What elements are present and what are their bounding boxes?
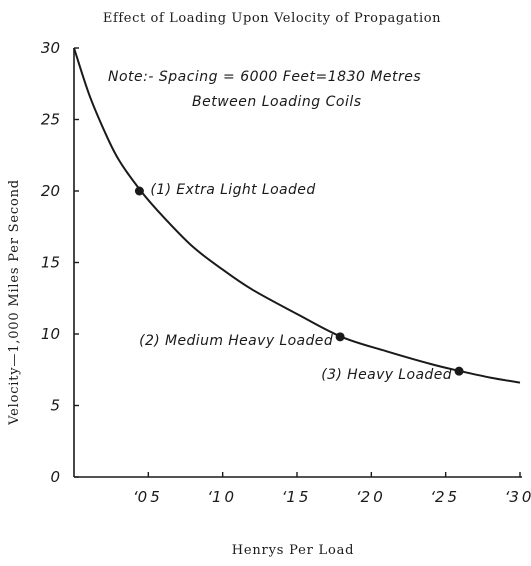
point-label-3: (3) Heavy Loaded bbox=[321, 367, 452, 383]
x-tick-label: ‘3 0 bbox=[505, 488, 531, 506]
x-tick-label: ‘0 5 bbox=[133, 488, 160, 506]
x-axis-label: Henrys Per Load bbox=[232, 543, 355, 558]
data-points bbox=[134, 186, 464, 376]
x-tick-label: ‘1 0 bbox=[207, 488, 234, 506]
y-axis-label: Velocity—1,000 Miles Per Second bbox=[7, 179, 22, 426]
series-line-velocity-curve bbox=[73, 47, 521, 384]
note-line-1: Note:- Spacing = 6000 Feet=1830 Metres bbox=[108, 69, 421, 85]
point-annotations: (1) Extra Light Loaded (2) Medium Heavy L… bbox=[139, 182, 452, 383]
y-tick-label: 0 bbox=[50, 468, 60, 486]
data-point-3 bbox=[454, 366, 464, 376]
axes bbox=[73, 48, 522, 478]
y-tick-label: 15 bbox=[41, 254, 60, 272]
point-label-1: (1) Extra Light Loaded bbox=[150, 182, 315, 198]
point-label-2: (2) Medium Heavy Loaded bbox=[139, 333, 333, 349]
note-line-2: Between Loading Coils bbox=[192, 94, 362, 110]
chart-title: Effect of Loading Upon Velocity of Propa… bbox=[103, 11, 441, 26]
y-ticks: 0 5 10 15 20 25 30 bbox=[41, 39, 79, 486]
x-tick-label: ‘2 0 bbox=[356, 488, 383, 506]
data-point-2 bbox=[335, 332, 345, 342]
note-box: Note:- Spacing = 6000 Feet=1830 Metres B… bbox=[108, 69, 421, 110]
y-tick-label: 10 bbox=[41, 325, 60, 343]
x-ticks: ‘0 5 ‘1 0 ‘1 5 ‘2 0 ‘2 5 ‘3 0 bbox=[133, 472, 531, 506]
data-point-1 bbox=[134, 186, 144, 196]
y-tick-label: 5 bbox=[50, 397, 60, 415]
y-tick-label: 25 bbox=[41, 111, 60, 129]
y-tick-label: 20 bbox=[41, 182, 60, 200]
y-tick-label: 30 bbox=[41, 39, 60, 57]
x-tick-label: ‘2 5 bbox=[430, 488, 457, 506]
x-tick-label: ‘1 5 bbox=[282, 488, 309, 506]
